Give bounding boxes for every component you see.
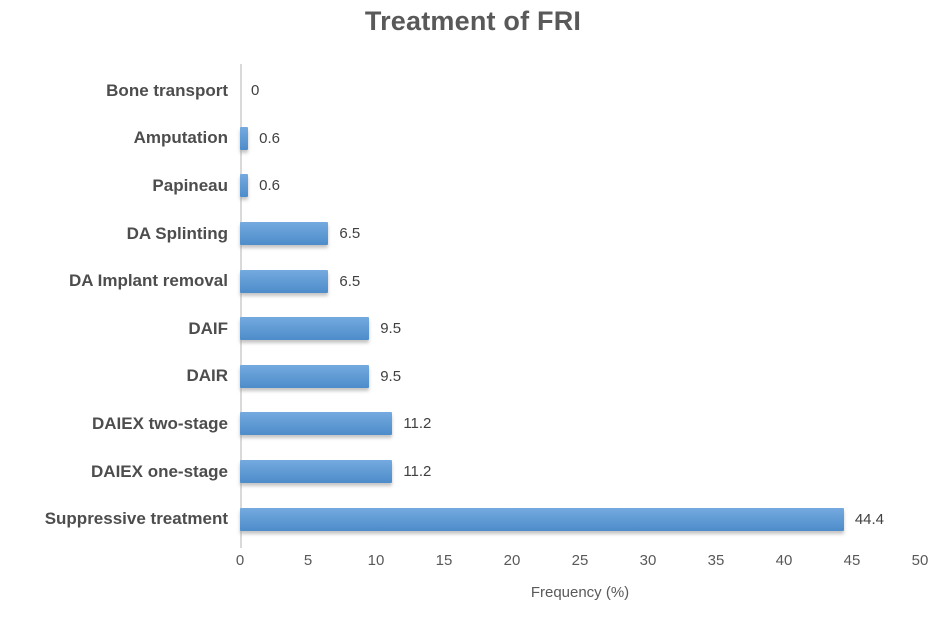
bar	[240, 507, 844, 531]
value-label: 9.5	[380, 367, 402, 385]
bar	[240, 412, 393, 436]
x-axis-tick-label: 0	[235, 552, 245, 569]
x-axis-tick-label: 5	[303, 552, 313, 569]
x-axis-tick-label: 30	[639, 552, 657, 569]
chart-row: DAIF 9.5	[0, 305, 946, 353]
x-axis-tick-label: 45	[843, 552, 861, 569]
category-label: Bone transport	[106, 80, 228, 100]
bar	[240, 174, 249, 198]
chart-row: DAIEX one-stage 11.2	[0, 448, 946, 496]
bar-area: 6.5	[240, 269, 920, 293]
chart-row: DAIR 9.5	[0, 353, 946, 401]
category-label: Papineau	[152, 175, 228, 195]
y-axis-line	[240, 64, 242, 548]
category-label: Amputation	[133, 128, 228, 148]
x-axis-tick-label: 20	[503, 552, 521, 569]
category-label: DA Splinting	[126, 223, 228, 243]
value-label: 44.4	[854, 510, 885, 528]
chart-row: Amputation 0.6	[0, 115, 946, 163]
category-label: DAIEX two-stage	[91, 413, 228, 433]
chart-rows: Bone transport 0 Amputation 0.6 Papineau 0.6 D…	[0, 67, 946, 543]
value-label: 0	[251, 82, 260, 100]
value-label: 11.2	[403, 463, 432, 481]
x-axis-tick-label: 35	[707, 552, 725, 569]
chart-row: Bone transport 0	[0, 67, 946, 115]
bar-area: 0	[240, 79, 920, 102]
value-label: 0.6	[259, 177, 281, 195]
bar-area: 0.6	[240, 174, 920, 198]
category-label: DA Implant removal	[68, 271, 228, 291]
x-axis-tick-label: 50	[911, 552, 929, 569]
bar	[240, 222, 329, 246]
bar-area: 9.5	[240, 317, 920, 341]
x-axis-label: Frequency (%)	[530, 584, 630, 601]
category-label: Suppressive treatment	[44, 509, 228, 529]
bar-area: 11.2	[240, 412, 920, 436]
x-axis-tick-label: 10	[367, 552, 385, 569]
bar-area: 0.6	[240, 126, 920, 150]
category-label: DAIF	[188, 318, 228, 338]
category-label: DAIEX one-stage	[91, 461, 228, 481]
value-label: 9.5	[380, 320, 402, 338]
value-label: 11.2	[403, 415, 432, 433]
chart-row: Suppressive treatment 44.4	[0, 495, 946, 543]
chart-row: DAIEX two-stage 11.2	[0, 400, 946, 448]
bar-area: 11.2	[240, 460, 920, 484]
chart-row: Papineau 0.6	[0, 162, 946, 210]
bar	[240, 364, 370, 388]
bar	[240, 269, 329, 293]
chart-row: DA Implant removal 6.5	[0, 257, 946, 305]
chart-row: DA Splinting 6.5	[0, 210, 946, 258]
x-axis-ticks: 0 5 10 15 20 25 30 35 40 45 50	[236, 552, 929, 572]
chart-title: Treatment of FRI	[364, 6, 582, 36]
bar	[240, 317, 370, 341]
bar-area: 44.4	[240, 507, 920, 531]
bar-area: 9.5	[240, 364, 920, 388]
category-label: DAIR	[186, 366, 228, 386]
value-label: 6.5	[339, 272, 361, 290]
x-axis-tick-label: 25	[571, 552, 589, 569]
bar	[240, 460, 393, 484]
bar-area: 6.5	[240, 222, 920, 246]
value-label: 0.6	[259, 129, 281, 147]
bar	[240, 126, 249, 150]
x-axis-tick-label: 40	[775, 552, 793, 569]
value-label: 6.5	[339, 225, 361, 243]
x-axis-tick-label: 15	[435, 552, 453, 569]
